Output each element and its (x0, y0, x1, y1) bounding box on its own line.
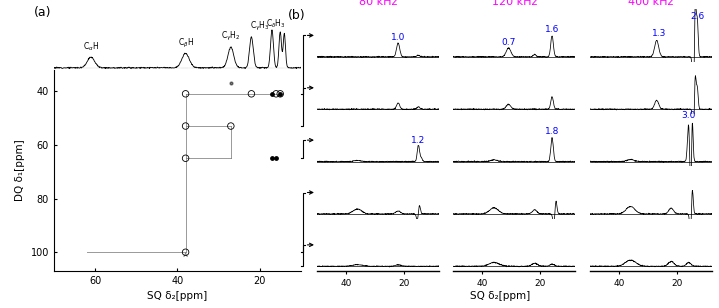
Point (180, 91, 191, 96)
Text: (b): (b) (288, 9, 306, 22)
Point (225, 81, 237, 86)
Y-axis label: DQ δ₁[ppm]: DQ δ₁[ppm] (15, 140, 25, 201)
Text: 1.2: 1.2 (411, 136, 426, 144)
Text: C$_{\gamma}$H$_2$: C$_{\gamma}$H$_2$ (221, 30, 241, 43)
Text: SQ δ₂[ppm]: SQ δ₂[ppm] (470, 291, 530, 301)
Point (275, 91, 286, 96)
Text: C$_{\gamma}$H$_3$: C$_{\gamma}$H$_3$ (249, 20, 270, 33)
Title: 120 kHz: 120 kHz (492, 0, 537, 7)
Point (275, 91, 286, 96)
Point (180, 250, 191, 255)
Text: 3.0: 3.0 (682, 111, 696, 120)
Title: 80 kHz: 80 kHz (359, 0, 397, 7)
Point (225, 124, 237, 128)
Point (266, 156, 278, 161)
Text: (a): (a) (35, 6, 52, 19)
Point (180, 156, 191, 161)
Title: 400 kHz: 400 kHz (628, 0, 674, 7)
Point (270, 91, 282, 96)
Text: 0.7: 0.7 (501, 38, 516, 47)
Text: C$_{\beta}$H: C$_{\beta}$H (178, 37, 193, 50)
Text: C$_{\delta}$H$_3$: C$_{\delta}$H$_3$ (266, 18, 286, 30)
Point (266, 91, 278, 96)
Point (270, 156, 282, 161)
Text: 1.0: 1.0 (391, 33, 406, 42)
Point (180, 124, 191, 128)
Text: 2.6: 2.6 (690, 12, 705, 21)
Text: 1.3: 1.3 (652, 30, 667, 38)
Point (246, 91, 257, 96)
Text: 1.8: 1.8 (545, 128, 559, 136)
X-axis label: SQ δ₂[ppm]: SQ δ₂[ppm] (147, 291, 208, 302)
Text: 1.6: 1.6 (545, 25, 559, 34)
Text: C$_{\alpha}$H: C$_{\alpha}$H (83, 41, 99, 53)
